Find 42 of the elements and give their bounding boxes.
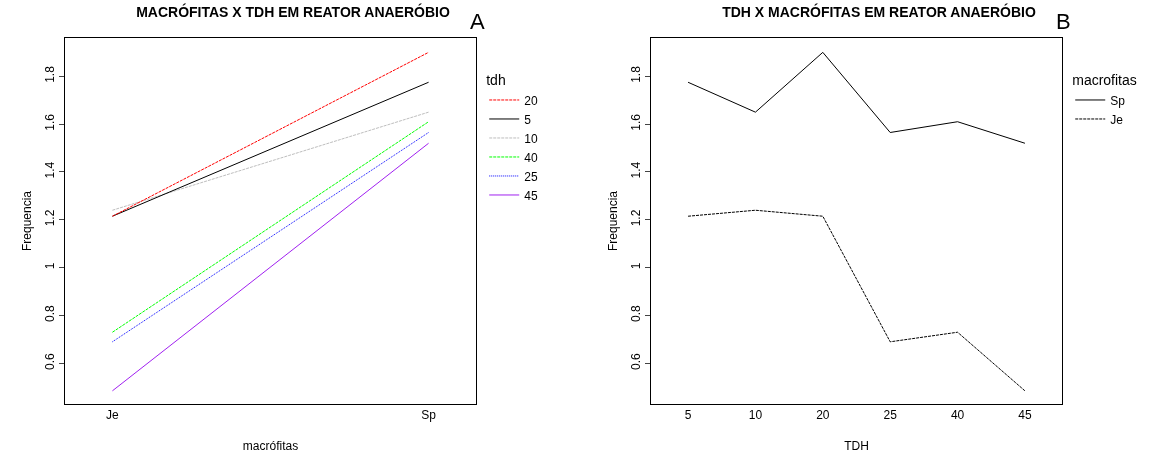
y-tick-label: 1.6 [629, 113, 644, 131]
text: B [1056, 9, 1071, 34]
legend-label: 5 [524, 112, 532, 127]
legend-label: 45 [524, 188, 538, 203]
legend-label: 10 [524, 131, 538, 146]
legend-label: 25 [524, 169, 538, 184]
y-tick-label: 1.4 [629, 161, 644, 179]
x-tick-label: 25 [883, 408, 898, 423]
y-tick-label: 0.6 [629, 352, 644, 370]
legend-title: macrofitas [1072, 72, 1137, 89]
line-series [687, 51, 1026, 144]
x-tick-label: 40 [950, 408, 965, 423]
y-tick-label: 0.6 [43, 352, 58, 370]
x-tick-label: 5 [684, 408, 692, 423]
y-axis-title: Frequencia [20, 190, 34, 252]
y-tick-label: 0.8 [43, 305, 58, 323]
x-tick-label: 10 [748, 408, 763, 423]
y-tick-label: 1.4 [43, 161, 58, 179]
legend-label: Sp [1110, 93, 1126, 108]
y-tick-label: 1.6 [43, 113, 58, 131]
legend-label: 20 [524, 93, 538, 108]
x-axis-title: macrófitas [242, 439, 299, 453]
y-tick-label: 1.8 [629, 65, 644, 83]
text: A [470, 9, 485, 34]
legend-label: Je [1110, 112, 1124, 127]
y-tick-label: 1.2 [629, 209, 644, 227]
x-axis-title: TDH [844, 439, 869, 453]
x-tick-label: Sp [421, 408, 437, 423]
chart-title: TDH X MACRÓFITAS EM REATOR ANAERÓBIO [722, 2, 1036, 20]
x-tick-label: 20 [816, 408, 830, 423]
x-tick-label: Je [106, 408, 120, 423]
y-tick-label: 1.8 [43, 65, 58, 83]
y-axis-title: Frequencia [606, 190, 620, 252]
line-series [687, 209, 1026, 392]
x-tick-label: 45 [1018, 408, 1032, 423]
y-tick-label: 1.2 [43, 209, 58, 227]
chart-title: MACRÓFITAS X TDH EM REATOR ANAERÓBIO [136, 2, 450, 20]
y-tick-label: 1 [43, 262, 58, 270]
y-tick-label: 1 [629, 262, 644, 270]
legend-title: tdh [486, 72, 506, 89]
legend-label: 40 [524, 150, 538, 165]
y-tick-label: 0.8 [629, 305, 644, 323]
